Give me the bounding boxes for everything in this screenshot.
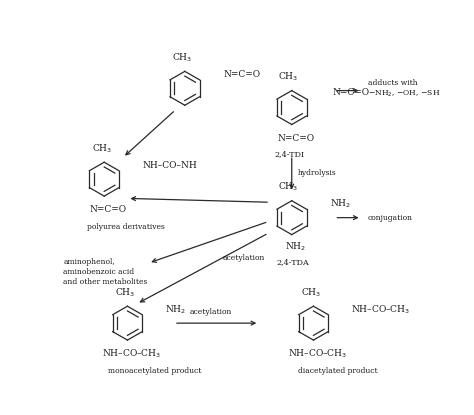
Text: CH$_3$: CH$_3$ xyxy=(278,181,298,193)
Text: conjugation: conjugation xyxy=(368,214,413,222)
Text: NH$_2$: NH$_2$ xyxy=(330,198,352,210)
Text: CH$_3$: CH$_3$ xyxy=(92,142,112,155)
Text: NH–CO–CH$_3$: NH–CO–CH$_3$ xyxy=(102,348,161,360)
Text: CH$_3$: CH$_3$ xyxy=(115,286,135,299)
Text: CH$_3$: CH$_3$ xyxy=(301,286,321,299)
Text: adducts with: adducts with xyxy=(368,79,417,87)
Text: N=C=O: N=C=O xyxy=(277,134,314,143)
Text: NH–CO–CH$_3$: NH–CO–CH$_3$ xyxy=(351,303,410,315)
Text: N=C=O: N=C=O xyxy=(90,205,127,215)
Text: and other metabolites: and other metabolites xyxy=(63,278,147,286)
Text: hydrolysis: hydrolysis xyxy=(298,169,337,177)
Text: 2,4-TDA: 2,4-TDA xyxy=(276,258,309,266)
Text: NH$_2$: NH$_2$ xyxy=(164,303,186,315)
Text: N=C=O: N=C=O xyxy=(224,70,261,79)
Text: NH–CO–NH: NH–CO–NH xyxy=(143,161,198,170)
Text: aminophenol,: aminophenol, xyxy=(63,258,115,266)
Text: acetylation: acetylation xyxy=(189,308,232,316)
Text: CH$_3$: CH$_3$ xyxy=(173,51,192,64)
Text: polyurea derivatives: polyurea derivatives xyxy=(87,223,165,231)
Text: NH–CO–CH$_3$: NH–CO–CH$_3$ xyxy=(288,348,347,360)
Text: NH$_2$: NH$_2$ xyxy=(285,241,306,253)
Text: acetylation: acetylation xyxy=(222,254,265,262)
Text: N=C=O: N=C=O xyxy=(332,88,369,97)
Text: CH$_3$: CH$_3$ xyxy=(278,71,298,83)
Text: aminobenzoic acid: aminobenzoic acid xyxy=(63,268,134,276)
Text: diacetylated product: diacetylated product xyxy=(298,367,378,375)
Text: −NH$_2$, −OH, −SH: −NH$_2$, −OH, −SH xyxy=(368,88,440,99)
Text: monoacetylated product: monoacetylated product xyxy=(108,367,201,375)
Text: 2,4-TDI: 2,4-TDI xyxy=(275,150,305,158)
